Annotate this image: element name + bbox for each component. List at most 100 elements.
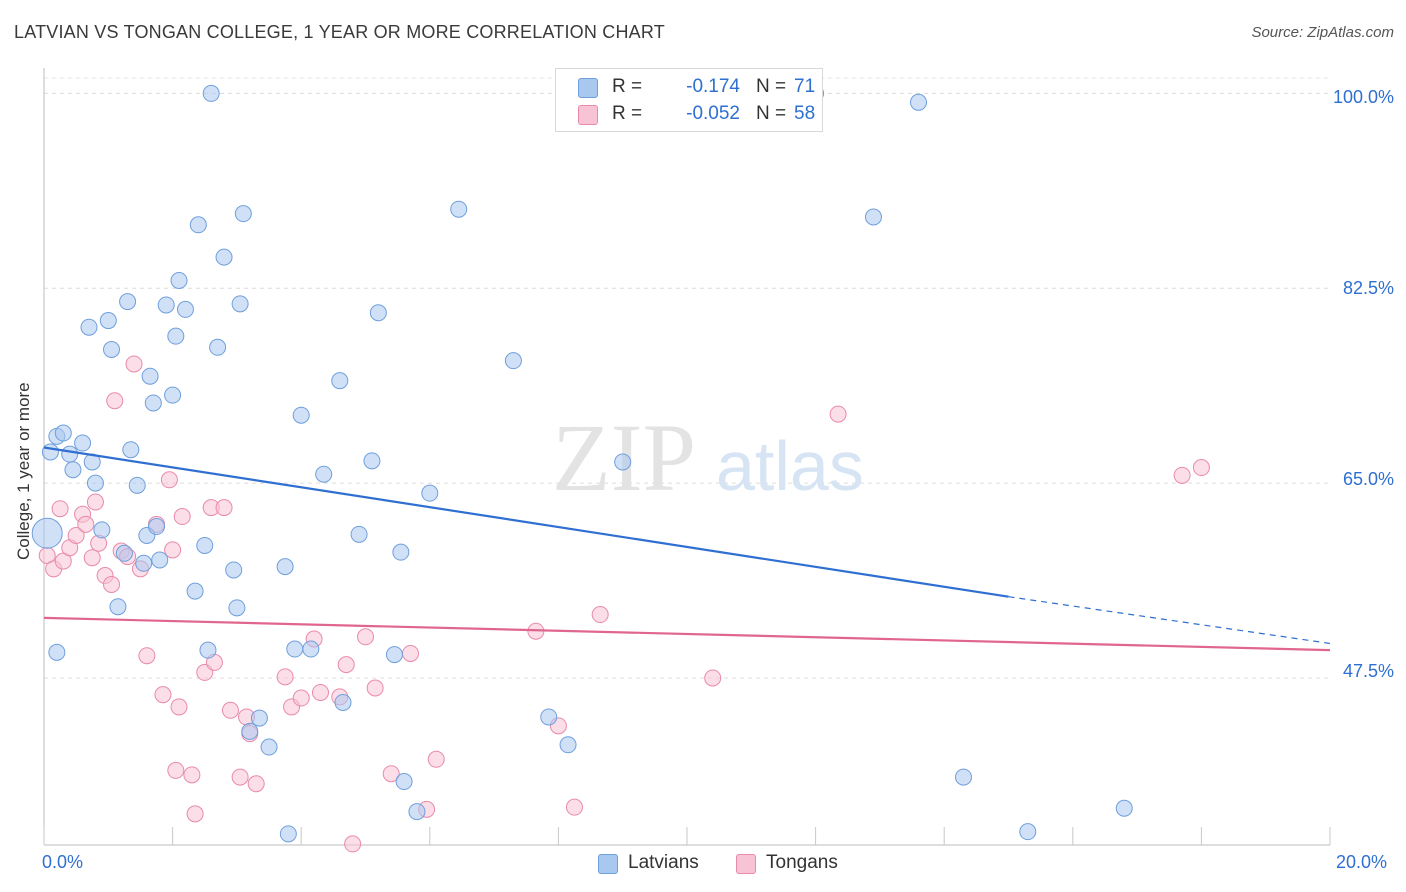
- latvian-point: [350, 525, 368, 543]
- latvian-point: [167, 327, 185, 345]
- legend-swatch-latvians: [578, 78, 598, 98]
- latvian-point: [279, 825, 297, 843]
- latvian-point: [408, 803, 426, 821]
- latvian-point: [334, 693, 352, 711]
- latvian-point: [292, 406, 310, 424]
- latvian-point: [196, 536, 214, 554]
- latvian-point: [363, 452, 381, 470]
- correlation-legend: R = -0.174 N = 71 R = -0.052 N = 58: [555, 68, 823, 132]
- latvian-point: [54, 424, 72, 442]
- latvian-trendline-extension: [1008, 596, 1331, 645]
- y-tick-label: 47.5%: [1342, 661, 1394, 681]
- latvian-point: [144, 394, 162, 412]
- tongan-point: [427, 750, 445, 768]
- latvian-point: [614, 453, 632, 471]
- latvian-point: [315, 465, 333, 483]
- latvian-point: [64, 461, 82, 479]
- latvian-point: [164, 386, 182, 404]
- latvian-point: [231, 295, 249, 313]
- latvian-point: [954, 768, 972, 786]
- tongan-point: [86, 493, 104, 511]
- latvian-point: [202, 84, 220, 102]
- latvian-point: [61, 445, 79, 463]
- tongan-point: [154, 686, 172, 704]
- latvian-point: [228, 599, 246, 617]
- x-tick-label-min: 0.0%: [42, 852, 84, 872]
- tongan-point: [164, 541, 182, 559]
- latvian-point: [148, 518, 166, 536]
- latvian-point: [450, 200, 468, 218]
- latvian-point: [128, 476, 146, 494]
- tongan-point: [1173, 466, 1191, 484]
- latvian-point: [93, 521, 111, 539]
- bottom-legend-swatch-tongans: [736, 854, 756, 874]
- y-tick-label: 82.5%: [1342, 278, 1394, 298]
- latvian-point: [109, 598, 127, 616]
- latvian-point: [186, 582, 204, 600]
- latvian-point: [225, 561, 243, 579]
- latvian-point: [331, 372, 349, 390]
- latvian-point: [421, 484, 439, 502]
- tongan-point: [337, 656, 355, 674]
- latvian-point: [1115, 799, 1133, 817]
- tongan-point: [183, 766, 201, 784]
- tongan-point: [51, 500, 69, 518]
- latvian-point: [80, 318, 98, 336]
- tongan-point: [186, 805, 204, 823]
- tongan-trendline: [43, 616, 1331, 652]
- latvian-point: [103, 341, 121, 359]
- latvian-point: [86, 474, 104, 492]
- legend-swatch-tongans: [578, 105, 598, 125]
- tongan-point: [138, 647, 156, 665]
- tongan-point: [366, 679, 384, 697]
- tongan-point: [67, 526, 85, 544]
- legend-n-label: N =: [756, 103, 787, 124]
- legend-n-value: 71: [794, 76, 816, 97]
- tongan-point: [311, 683, 329, 701]
- tongan-point: [77, 515, 95, 533]
- tongan-point: [357, 628, 374, 646]
- latvian-point: [170, 271, 188, 289]
- legend-r-label: R =: [612, 103, 643, 124]
- latvian-points: [31, 84, 1133, 843]
- tongan-point: [382, 765, 400, 783]
- latvian-point: [234, 205, 252, 223]
- latvian-point: [157, 296, 175, 314]
- latvian-trendline: [43, 446, 1009, 598]
- latvian-point: [199, 641, 217, 659]
- latvian-point: [395, 773, 413, 791]
- tongan-point: [125, 355, 143, 373]
- tongan-point: [276, 668, 294, 686]
- tongan-point: [103, 575, 121, 593]
- latvian-point: [31, 517, 63, 549]
- source-label: Source: ZipAtlas.com: [1251, 24, 1394, 41]
- bottom-legend-swatch-latvians: [598, 854, 618, 874]
- tongan-point: [1192, 459, 1210, 477]
- latvian-point: [250, 709, 268, 727]
- tongan-point: [170, 698, 188, 716]
- legend-r-value: -0.052: [686, 103, 740, 124]
- legend-n-value: 58: [794, 103, 816, 124]
- tongan-point: [106, 392, 124, 410]
- y-axis-label: College, 1 year or more: [14, 382, 33, 560]
- tongan-point: [215, 499, 233, 517]
- latvian-point: [241, 722, 259, 740]
- latvian-point: [864, 208, 882, 226]
- x-tick-label-max: 20.0%: [1336, 852, 1388, 872]
- latvian-point: [540, 708, 558, 726]
- watermark: ZIP atlas: [552, 404, 864, 511]
- latvian-point: [909, 93, 927, 111]
- tongan-point: [173, 508, 191, 526]
- watermark-atlas: atlas: [716, 427, 864, 505]
- tongan-point: [292, 689, 310, 707]
- trendlines: [43, 446, 1331, 652]
- latvian-point: [1019, 823, 1037, 841]
- latvian-point: [41, 443, 59, 461]
- tongan-point: [344, 835, 362, 853]
- tongan-point: [221, 701, 239, 719]
- latvian-point: [209, 338, 227, 356]
- legend-r-label: R =: [612, 76, 643, 97]
- latvian-point: [215, 248, 233, 266]
- tongan-point: [402, 644, 420, 662]
- tongan-point: [160, 471, 178, 489]
